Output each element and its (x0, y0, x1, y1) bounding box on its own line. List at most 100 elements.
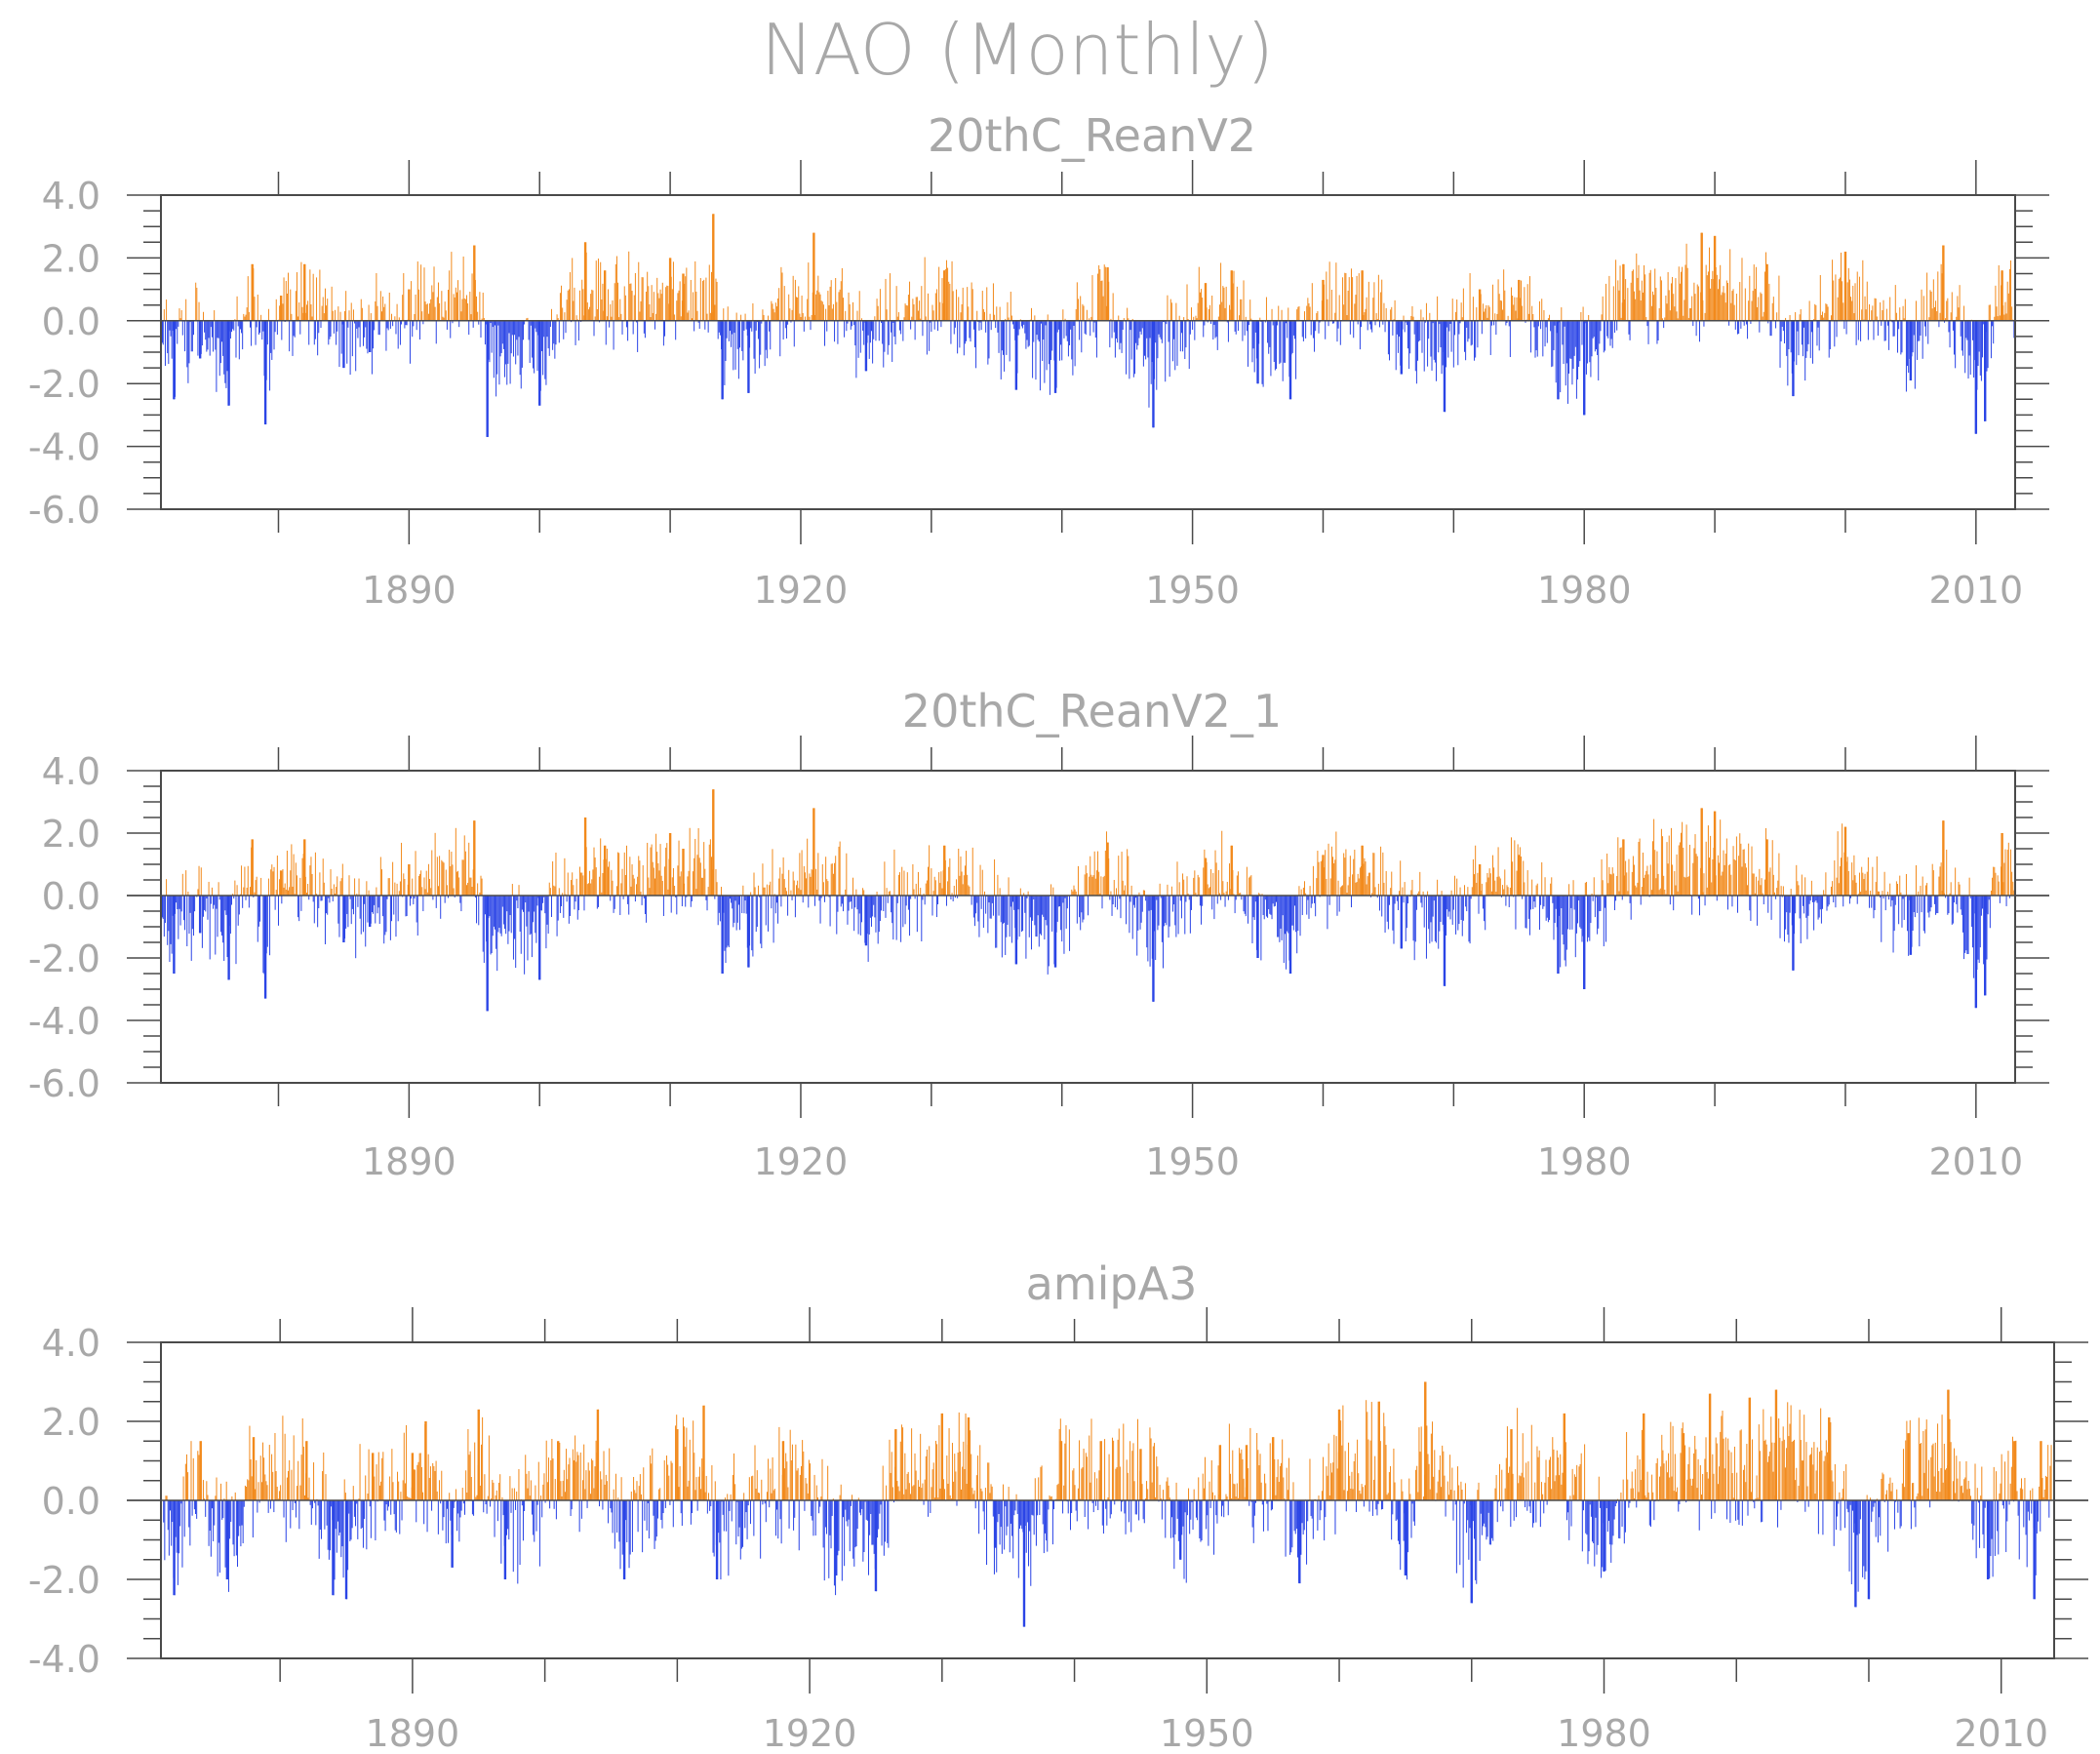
bar (815, 868, 817, 896)
bar (1825, 872, 1827, 896)
bar (877, 1500, 879, 1538)
bar (1937, 271, 1939, 321)
bar (1866, 871, 1868, 896)
bar (1498, 876, 1500, 896)
bar (1978, 320, 1980, 352)
bar (1767, 896, 1769, 913)
bar (1760, 292, 1762, 321)
bar (389, 896, 391, 940)
bar (446, 320, 448, 330)
bar (1460, 896, 1462, 920)
bar (1415, 320, 1417, 384)
bar (1159, 883, 1161, 896)
bar (1644, 874, 1646, 896)
bar (177, 320, 178, 344)
bar (783, 879, 785, 896)
bar (686, 267, 688, 321)
bar (1522, 896, 1524, 899)
bar (1939, 312, 1941, 321)
bar (763, 314, 765, 321)
bar (273, 1500, 275, 1513)
bar (187, 320, 189, 383)
bar-peak (721, 896, 724, 974)
bar (1396, 896, 1398, 901)
bar (361, 307, 363, 321)
bar (629, 1500, 631, 1555)
bar-peak (1256, 896, 1259, 958)
bar (422, 1492, 424, 1500)
bar (442, 316, 444, 321)
bar (643, 320, 645, 334)
bar-peak (251, 263, 254, 321)
bar (1365, 861, 1367, 896)
bar (1605, 896, 1607, 942)
bar (1342, 1405, 1344, 1500)
bar (836, 896, 838, 935)
bar (1565, 1500, 1568, 1521)
bar (1013, 1500, 1015, 1516)
bar (517, 1500, 519, 1584)
bar (1722, 871, 1724, 896)
bar (1983, 896, 1985, 965)
bar (1980, 896, 1982, 916)
bar (1194, 320, 1196, 340)
bar (1515, 896, 1517, 930)
bar (452, 864, 454, 896)
bar (1541, 299, 1543, 321)
bar (634, 896, 636, 902)
bar (1741, 866, 1743, 896)
bar (1084, 1500, 1086, 1518)
bar (976, 310, 978, 321)
bar (952, 896, 954, 901)
bar (904, 1453, 906, 1500)
bar (1126, 320, 1128, 375)
bar (1956, 316, 1958, 321)
bar (1965, 320, 1967, 339)
bar (469, 291, 471, 321)
bar (1543, 896, 1545, 907)
bar (735, 1500, 737, 1545)
bar (609, 861, 611, 896)
bar (1093, 851, 1095, 896)
bar (1098, 1470, 1100, 1500)
bar (397, 1471, 399, 1500)
bar (1452, 896, 1454, 910)
bar (425, 870, 427, 896)
bar (794, 896, 796, 918)
bar (1284, 896, 1286, 935)
bar (784, 320, 786, 329)
bar (878, 1500, 880, 1530)
bar (1679, 283, 1681, 321)
bar (515, 1500, 517, 1510)
bar (936, 1444, 938, 1500)
bar (292, 1500, 294, 1510)
bar-peak (583, 817, 587, 896)
bar (1580, 1453, 1582, 1500)
bar (1597, 320, 1599, 355)
bar (1662, 836, 1664, 896)
bar (1451, 299, 1453, 321)
bar (581, 872, 583, 896)
bar (1128, 856, 1129, 896)
bar (1237, 1497, 1239, 1500)
bar (631, 1500, 633, 1552)
bar (1026, 320, 1028, 340)
bar (1085, 1453, 1087, 1500)
bar (736, 896, 738, 923)
bar (896, 896, 898, 903)
bar (1317, 310, 1319, 321)
bar (1041, 896, 1043, 936)
bar (1076, 896, 1078, 924)
bar (799, 313, 801, 321)
bar (486, 1500, 488, 1514)
bar (976, 896, 978, 903)
bar (1575, 896, 1577, 934)
bar (436, 1491, 438, 1500)
bar (919, 300, 921, 321)
bar (555, 853, 557, 896)
bar (1790, 320, 1792, 353)
bar (909, 896, 911, 937)
bar (1705, 841, 1707, 896)
bar (1763, 896, 1764, 905)
bar (1512, 296, 1514, 321)
